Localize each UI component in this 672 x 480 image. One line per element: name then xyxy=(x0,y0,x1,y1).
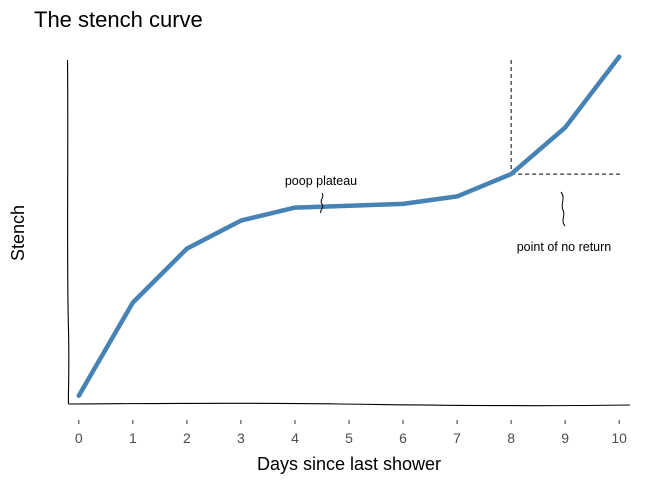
data-point xyxy=(401,201,406,206)
x-axis-title: Days since last shower xyxy=(257,454,441,474)
x-tick-label: 3 xyxy=(237,430,245,446)
x-tick-label: 7 xyxy=(453,430,461,446)
chart-title: The stench curve xyxy=(34,7,203,32)
x-tick-label: 2 xyxy=(183,430,191,446)
series-points xyxy=(76,54,622,398)
y-axis-title: Stench xyxy=(8,205,28,261)
data-point xyxy=(509,172,514,177)
data-point xyxy=(130,300,135,305)
data-point xyxy=(184,246,189,251)
annotation-point-of-no-return-pointer xyxy=(560,191,566,227)
data-point xyxy=(563,125,568,130)
annotation-point-of-no-return: point of no return xyxy=(517,240,612,254)
annotation-poop-plateau-pointer xyxy=(320,192,324,214)
y-axis-line xyxy=(66,59,70,405)
x-tick-label: 4 xyxy=(291,430,299,446)
data-point xyxy=(238,218,243,223)
x-tick-label: 1 xyxy=(129,430,137,446)
x-tick-label: 0 xyxy=(75,430,83,446)
data-point xyxy=(76,393,81,398)
x-axis-ticks: 0 1 2 3 4 5 6 7 8 9 10 xyxy=(75,420,627,446)
annotation-poop-plateau: poop plateau xyxy=(285,174,357,188)
x-tick-label: 10 xyxy=(611,430,627,446)
data-point xyxy=(347,203,351,208)
x-tick-label: 9 xyxy=(561,430,569,446)
series-line xyxy=(76,54,622,398)
x-tick-label: 8 xyxy=(507,430,515,446)
x-axis-line xyxy=(68,402,631,407)
data-point xyxy=(455,194,460,199)
data-point xyxy=(617,54,622,59)
x-tick-label: 5 xyxy=(345,430,353,446)
x-tick-label: 6 xyxy=(399,430,407,446)
data-point xyxy=(292,205,297,210)
